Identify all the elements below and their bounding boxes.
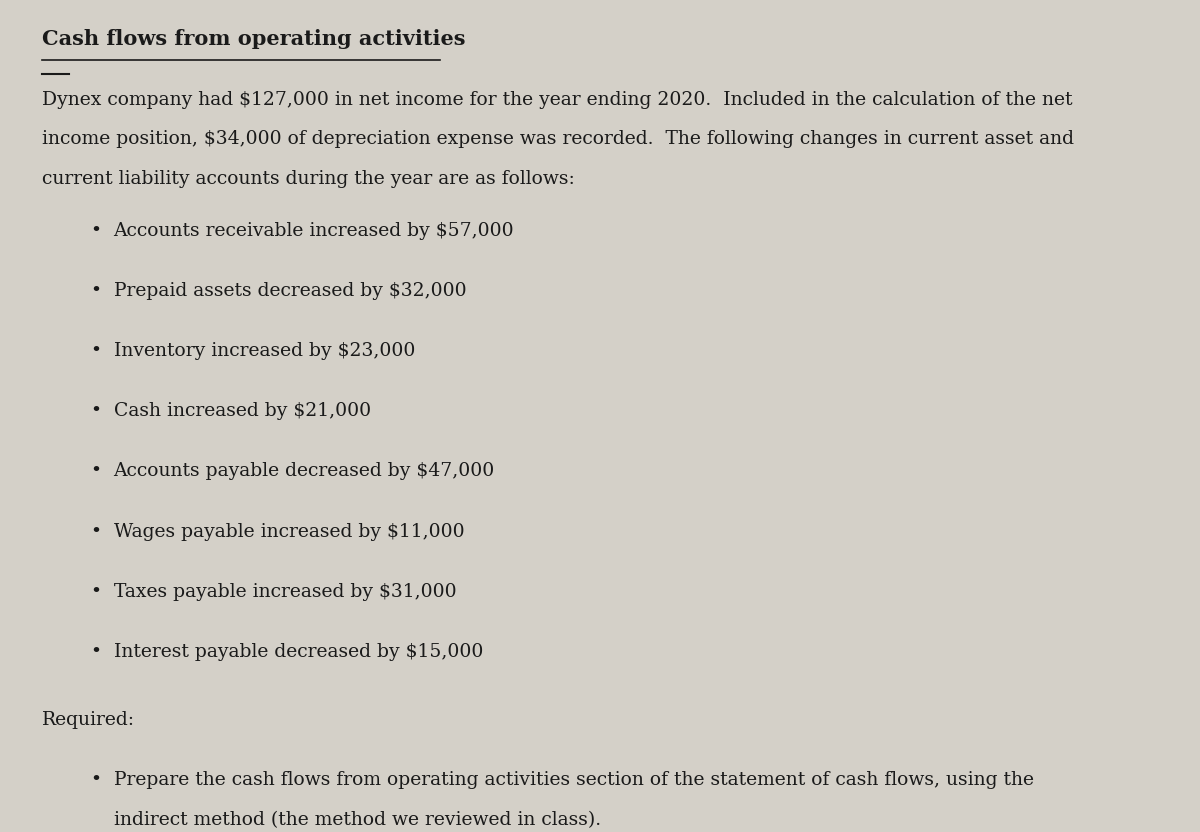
Text: •: • xyxy=(90,643,101,661)
Text: Cash flows from operating activities: Cash flows from operating activities xyxy=(42,29,466,49)
Text: •: • xyxy=(90,582,101,601)
Text: current liability accounts during the year are as follows:: current liability accounts during the ye… xyxy=(42,170,575,188)
Text: Prepaid assets decreased by $32,000: Prepaid assets decreased by $32,000 xyxy=(114,282,466,300)
Text: Prepare the cash flows from operating activities section of the statement of cas: Prepare the cash flows from operating ac… xyxy=(114,771,1033,790)
Text: •: • xyxy=(90,402,101,420)
Text: •: • xyxy=(90,221,101,240)
Text: Dynex company had $127,000 in net income for the year ending 2020.  Included in : Dynex company had $127,000 in net income… xyxy=(42,91,1073,109)
Text: Accounts payable decreased by $47,000: Accounts payable decreased by $47,000 xyxy=(114,463,494,480)
Text: indirect method (the method we reviewed in class).: indirect method (the method we reviewed … xyxy=(114,811,601,829)
Text: income position, $34,000 of depreciation expense was recorded.  The following ch: income position, $34,000 of depreciation… xyxy=(42,131,1074,148)
Text: Required:: Required: xyxy=(42,711,136,730)
Text: •: • xyxy=(90,522,101,541)
Text: Taxes payable increased by $31,000: Taxes payable increased by $31,000 xyxy=(114,582,456,601)
Text: Wages payable increased by $11,000: Wages payable increased by $11,000 xyxy=(114,522,464,541)
Text: Inventory increased by $23,000: Inventory increased by $23,000 xyxy=(114,342,415,360)
Text: Cash increased by $21,000: Cash increased by $21,000 xyxy=(114,402,371,420)
Text: •: • xyxy=(90,463,101,480)
Text: Interest payable decreased by $15,000: Interest payable decreased by $15,000 xyxy=(114,643,482,661)
Text: •: • xyxy=(90,342,101,360)
Text: Accounts receivable increased by $57,000: Accounts receivable increased by $57,000 xyxy=(114,221,514,240)
Text: •: • xyxy=(90,771,101,790)
Text: •: • xyxy=(90,282,101,300)
